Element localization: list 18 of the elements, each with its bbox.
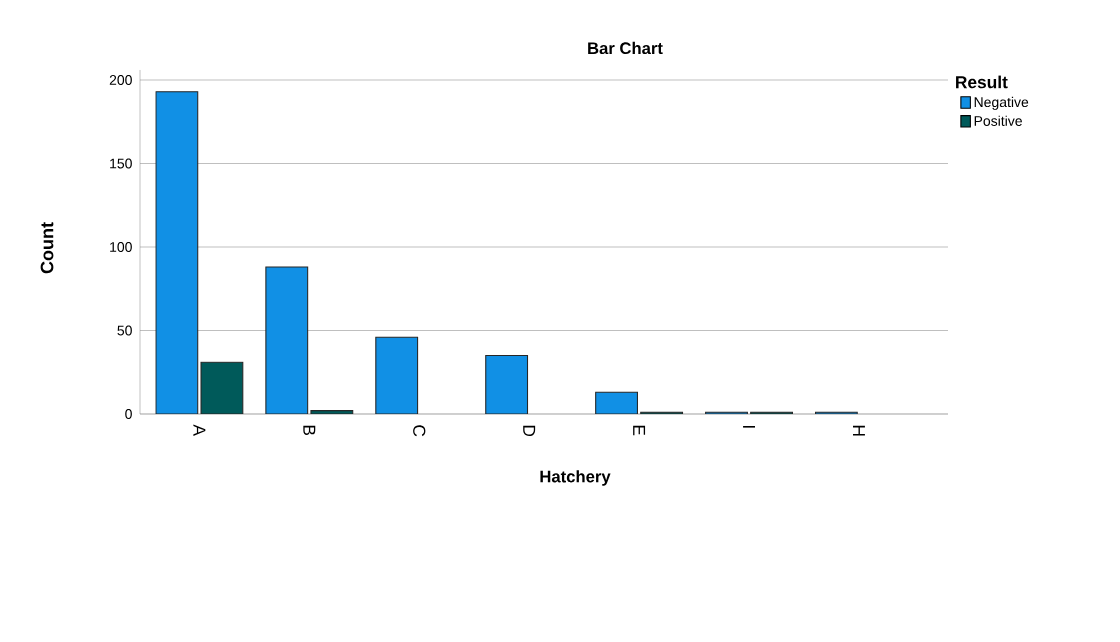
x-tick-label: A — [193, 424, 206, 436]
chart-title: Bar Chart — [588, 41, 663, 55]
x-tick-label: H — [853, 425, 865, 436]
x-tick-label: I — [743, 426, 755, 428]
y-axis-title: Count — [40, 222, 54, 274]
x-tick-label: C — [413, 425, 426, 437]
y-tick-label: 200 — [109, 75, 132, 85]
x-axis-title: Hatchery — [540, 470, 611, 486]
x-tick-label: B — [303, 425, 316, 436]
x-tick-label: D — [523, 425, 536, 437]
y-tick-label: 50 — [117, 325, 132, 336]
legend-title: Result — [956, 75, 1008, 89]
y-tick-label: 150 — [110, 158, 132, 169]
y-tick-label: 100 — [110, 242, 132, 252]
y-tick-label: 0 — [125, 409, 132, 419]
x-tick-label: E — [633, 425, 646, 436]
legend-label: Positive — [974, 115, 1022, 126]
legend-label: Negative — [974, 96, 1029, 110]
